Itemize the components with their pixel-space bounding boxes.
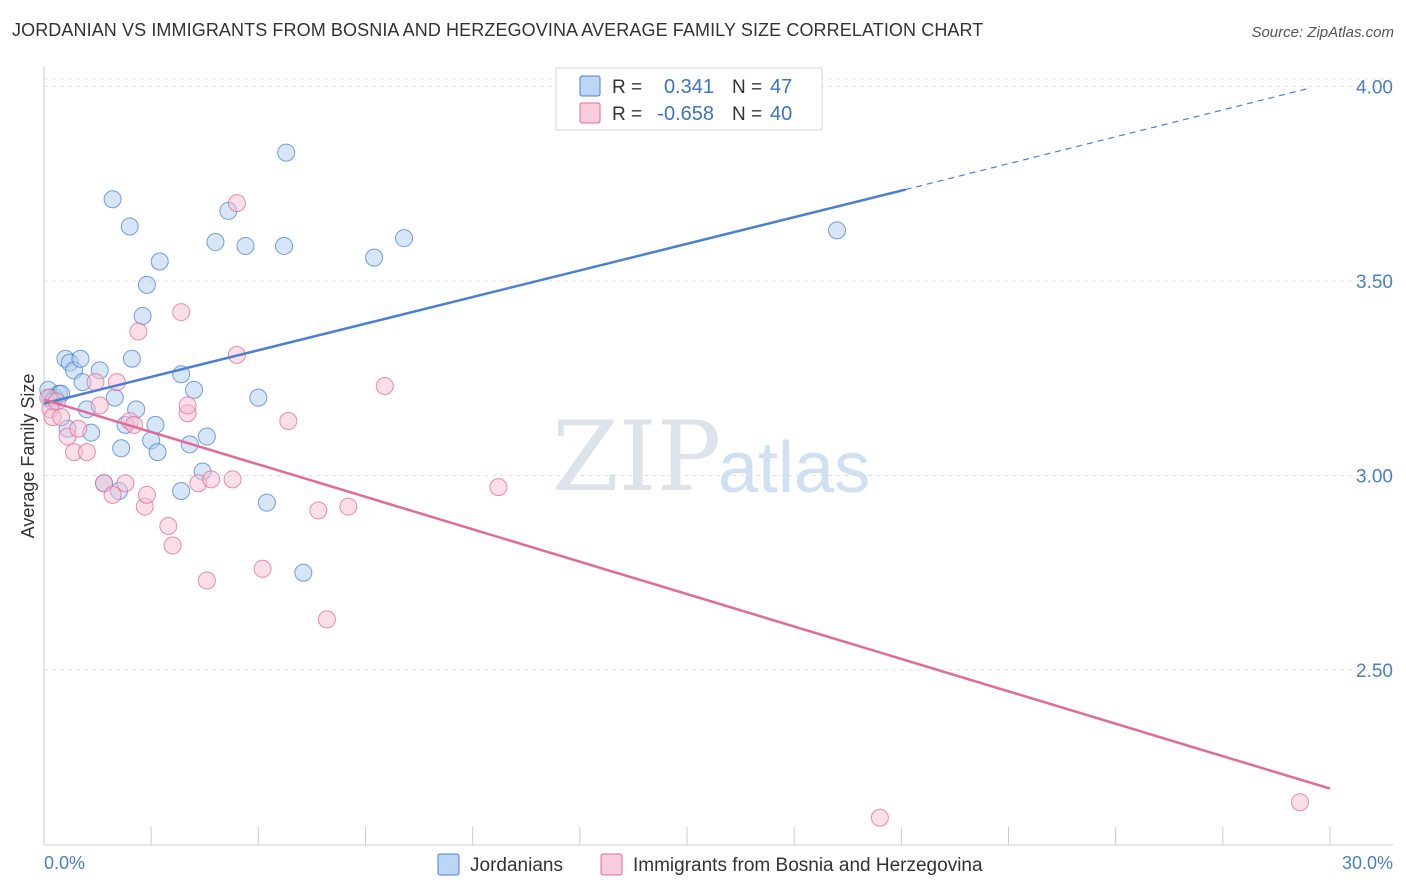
legend-n-value-2: 40: [770, 103, 792, 125]
x-tick-marks: [43, 827, 1331, 845]
watermark-atlas: atlas: [718, 428, 870, 508]
jordanians-point: [365, 248, 384, 267]
legend-r-label-1: R =: [612, 77, 642, 98]
bosnia-point: [253, 559, 272, 578]
jordanians-point: [122, 349, 141, 368]
jordanians-point: [277, 143, 296, 162]
x-tick-label-max: 30.0%: [1342, 853, 1393, 873]
y-tick-labels: 2.50 3.00 3.50 4.00: [1356, 77, 1393, 682]
axes: [43, 67, 1393, 846]
bosnia-point: [90, 396, 109, 415]
series-jordanians-points: [39, 143, 847, 582]
x-tick-label-min: 0.0%: [44, 853, 85, 873]
bosnia-point: [375, 376, 394, 395]
bottom-legend-label-bosnia: Immigrants from Bosnia and Herzegovina: [633, 855, 983, 876]
jordanians-point: [828, 221, 847, 240]
bosnia-point: [227, 194, 246, 213]
jordanians-point: [185, 380, 204, 399]
bosnia-point: [69, 419, 88, 438]
jordanians-point: [275, 236, 294, 255]
watermark: ZIP atlas: [552, 401, 870, 513]
jordanians-trend-extension: [905, 87, 1309, 191]
jordanians-point: [137, 275, 156, 294]
bosnia-point: [103, 485, 122, 504]
jordanians-point: [206, 233, 225, 252]
source-label: Source: ZipAtlas.com: [1251, 24, 1394, 41]
bosnia-point: [309, 501, 328, 520]
legend-n-label-2: N =: [732, 104, 762, 125]
y-tick-label: 3.00: [1356, 466, 1393, 487]
jordanians-point: [395, 229, 414, 248]
watermark-zip: ZIP: [552, 401, 721, 513]
jordanians-trend-line: [43, 188, 906, 405]
bosnia-point: [159, 517, 178, 536]
bosnia-point: [129, 322, 148, 341]
jordanians-point: [249, 388, 268, 407]
jordanians-point: [103, 190, 122, 209]
jordanians-point: [197, 427, 216, 446]
bosnia-point: [163, 536, 182, 555]
jordanians-point: [71, 349, 90, 368]
legend-r-value-1: 0.341: [664, 76, 714, 98]
bosnia-point: [197, 571, 216, 590]
bosnia-point: [223, 470, 242, 489]
jordanians-point: [150, 252, 169, 271]
bosnia-point: [489, 478, 508, 497]
y-tick-label: 4.00: [1356, 77, 1393, 98]
correlation-legend: R = 0.341 N = 47 R = -0.658 N = 40: [555, 67, 823, 131]
jordanians-point: [133, 306, 152, 325]
bosnia-point: [116, 474, 135, 493]
y-tick-label: 2.50: [1356, 661, 1393, 682]
jordanians-point: [120, 217, 139, 236]
bottom-legend-swatch-bosnia: [600, 853, 623, 876]
bosnia-point: [77, 443, 96, 462]
y-axis-label: Average Family Size: [18, 374, 38, 539]
bottom-legend-label-jordanians: Jordanians: [470, 855, 563, 876]
gridlines: [44, 78, 1393, 671]
chart-title: JORDANIAN VS IMMIGRANTS FROM BOSNIA AND …: [12, 20, 984, 40]
trend-lines: [43, 87, 1331, 790]
series-bosnia-points: [39, 194, 1309, 827]
bosnia-point: [172, 303, 191, 322]
legend-n-value-1: 47: [770, 76, 792, 98]
bosnia-point: [870, 808, 889, 827]
bosnia-point: [279, 411, 298, 430]
y-tick-label: 3.50: [1356, 272, 1393, 293]
bosnia-point: [339, 497, 358, 516]
series-legend: Jordanians Immigrants from Bosnia and He…: [437, 853, 983, 876]
bosnia-trend-line: [43, 398, 1331, 790]
legend-r-value-2: -0.658: [657, 103, 714, 125]
bosnia-point: [137, 485, 156, 504]
jordanians-point: [257, 493, 276, 512]
jordanians-point: [236, 236, 255, 255]
jordanians-point: [105, 388, 124, 407]
legend-swatch-bosnia: [579, 102, 601, 124]
jordanians-point: [294, 563, 313, 582]
bosnia-point: [317, 610, 336, 629]
bosnia-point: [178, 396, 197, 415]
bosnia-point: [202, 470, 221, 489]
bosnia-point: [52, 408, 71, 427]
legend-n-label-1: N =: [732, 77, 762, 98]
bottom-legend-swatch-jordanians: [437, 853, 460, 876]
legend-swatch-jordanians: [579, 75, 601, 97]
jordanians-point: [112, 439, 131, 458]
jordanians-point: [148, 443, 167, 462]
jordanians-point: [172, 482, 191, 501]
bosnia-point: [1290, 793, 1309, 812]
legend-r-label-2: R =: [612, 104, 642, 125]
